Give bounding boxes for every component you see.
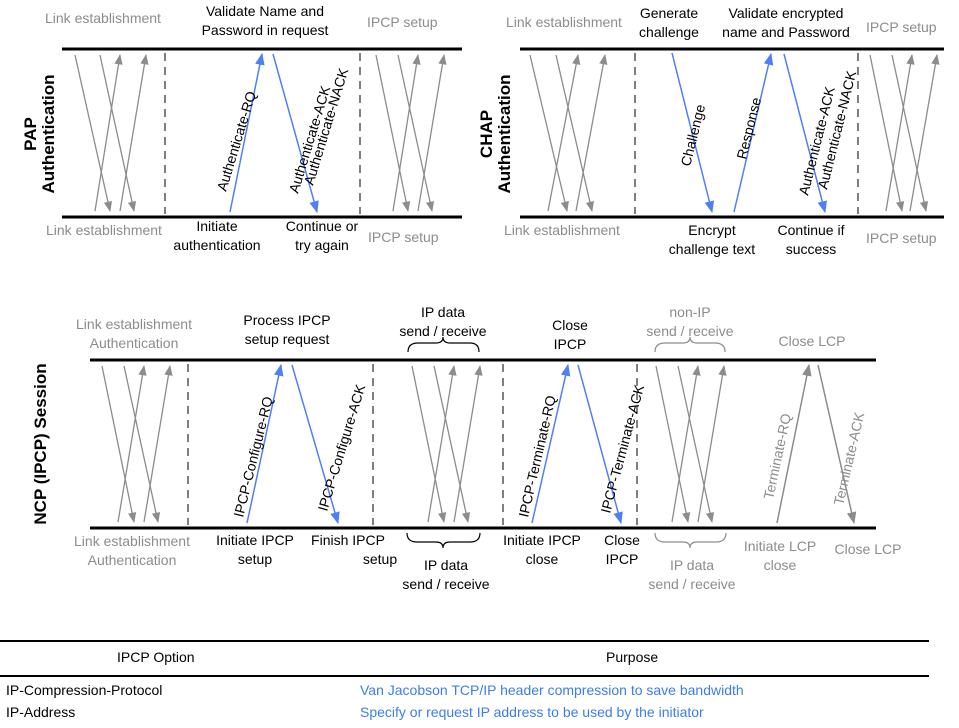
chap-challenge-arrow bbox=[671, 52, 715, 214]
table-cell-option: IP-Address bbox=[6, 704, 76, 720]
chap-section: Challenge Response Authenticate-ACK Auth… bbox=[477, 5, 944, 257]
ncp-bottom-ipdata2-line2: send / receive bbox=[648, 576, 735, 592]
table-row: IP-Compression-Protocol Van Jacobson TCP… bbox=[6, 682, 946, 702]
ncp-bottom-ipdata-line2: send / receive bbox=[402, 576, 489, 592]
pap-ipcp-arrows bbox=[375, 53, 447, 213]
ncp-configure-ack-arrow bbox=[291, 364, 340, 525]
ncp-top-nonip-line1: non-IP bbox=[669, 304, 710, 320]
chap-bottom-far-label: IPCP setup bbox=[866, 230, 937, 246]
ncp-lcp-terminate-rq-arrow bbox=[776, 363, 812, 524]
chap-ipcp-arrows bbox=[869, 53, 940, 213]
ncp-msg-lcp-terminate-ack: Terminate-ACK bbox=[830, 410, 867, 507]
ncp-msg-configure-ack: IPCP-Configure-ACK bbox=[315, 382, 369, 513]
ncp-top-closelcp: Close LCP bbox=[779, 333, 846, 349]
ncp-top-process-line2: setup request bbox=[245, 331, 330, 347]
ncp-top-close-line2: IPCP bbox=[554, 336, 587, 352]
table-cell-purpose: Van Jacobson TCP/IP header compression t… bbox=[360, 682, 744, 698]
ncp-bottom-link-line1: Link establishment bbox=[74, 533, 190, 549]
pap-bottom-far-label: IPCP setup bbox=[368, 229, 439, 245]
pap-top-left-label: Link establishment bbox=[45, 10, 161, 26]
ncp-bottom-ipdata-brace bbox=[406, 532, 481, 549]
ncp-lcp-terminate-ack-arrow bbox=[817, 364, 857, 525]
ncp-top-ipdata-line2: send / receive bbox=[399, 323, 486, 339]
ncp-bottom-init-line2: setup bbox=[238, 551, 272, 567]
ppp-diagram: Authenticate-RQ Authenticate-ACK Authent… bbox=[21, 3, 944, 592]
table-header-purpose: Purpose bbox=[606, 649, 659, 665]
ncp-terminate-rq-arrow bbox=[531, 363, 571, 524]
chap-top-left-label: Link establishment bbox=[506, 14, 622, 30]
pap-link-arrows bbox=[74, 53, 149, 213]
table-top-rule bbox=[0, 640, 929, 642]
pap-bottom-mid-line1: Initiate bbox=[196, 218, 237, 234]
ncp-nonip-arrows bbox=[655, 364, 727, 524]
ncp-section: NCP (IPCP) Session IPCP-Configure-RQ IPC… bbox=[31, 304, 901, 592]
pap-bottom-right-line1: Continue or bbox=[286, 218, 359, 234]
chap-msg-challenge: Challenge bbox=[677, 102, 708, 167]
chap-bottom-cont-line1: Continue if bbox=[778, 222, 845, 238]
ncp-bottom-init-line1: Initiate IPCP bbox=[216, 532, 294, 548]
chap-top-val-line1: Validate encrypted bbox=[729, 5, 844, 21]
ncp-top-process-line1: Process IPCP bbox=[243, 312, 330, 328]
chap-bottom-left-label: Link establishment bbox=[504, 222, 620, 238]
ncp-terminate-ack-arrow bbox=[577, 364, 623, 525]
chap-top-val-line2: name and Password bbox=[722, 24, 850, 40]
pap-top-right-label: IPCP setup bbox=[367, 14, 438, 30]
ncp-bottom-ipdata2-line1: IP data bbox=[670, 557, 714, 573]
pap-top-mid-line2: Password in request bbox=[202, 22, 329, 38]
chap-top-gen-line1: Generate bbox=[640, 5, 699, 21]
ncp-bottom-initclose-line1: Initiate IPCP bbox=[503, 532, 581, 548]
pap-title-line2: Authentication bbox=[39, 75, 58, 194]
ncp-top-link-line1: Link establishment bbox=[76, 316, 192, 332]
ncp-top-nonip-line2: send / receive bbox=[646, 323, 733, 339]
table-header-rule bbox=[0, 675, 929, 677]
chap-title-line2: Authentication bbox=[495, 75, 514, 194]
pap-top-mid-line1: Validate Name and bbox=[206, 3, 324, 19]
chap-msg-response: Response bbox=[733, 95, 764, 160]
ncp-bottom-initlcp-line2: close bbox=[764, 557, 797, 573]
pap-bottom-right-line2: try again bbox=[295, 237, 349, 253]
ncp-bottom-close-line2: IPCP bbox=[606, 551, 639, 567]
ncp-top-ipdata-line1: IP data bbox=[421, 304, 465, 320]
table-header-option: IPCP Option bbox=[117, 649, 195, 665]
pap-section: Authenticate-RQ Authenticate-ACK Authent… bbox=[21, 3, 462, 253]
ncp-title: NCP (IPCP) Session bbox=[31, 363, 50, 524]
ncp-top-link-line2: Authentication bbox=[90, 335, 179, 351]
ncp-top-nonip-brace bbox=[654, 336, 726, 353]
ncp-msg-lcp-terminate-rq: Terminate-RQ bbox=[760, 412, 794, 501]
ncp-bottom-finish-line1: Finish IPCP bbox=[311, 532, 385, 548]
table-cell-option: IP-Compression-Protocol bbox=[6, 682, 163, 698]
table-row: IP-Address Specify or request IP address… bbox=[6, 704, 946, 724]
chap-bottom-cont-line2: success bbox=[786, 241, 837, 257]
chap-bottom-enc-line1: Encrypt bbox=[688, 222, 736, 238]
ncp-msg-terminate-ack: IPCP-Terminate-ACK bbox=[597, 382, 647, 515]
chap-link-arrows bbox=[529, 53, 608, 213]
chap-bottom-enc-line2: challenge text bbox=[669, 241, 756, 257]
ncp-bottom-finish-line2: setup bbox=[363, 551, 397, 567]
pap-title-line1: PAP bbox=[21, 117, 40, 151]
chap-response-arrow bbox=[733, 52, 774, 213]
ncp-bottom-link-line2: Authentication bbox=[88, 552, 177, 568]
chap-top-gen-line2: challenge bbox=[639, 24, 699, 40]
chap-auth-ack-arrow bbox=[783, 53, 827, 214]
ncp-bottom-closelcp: Close LCP bbox=[835, 541, 902, 557]
chap-title-line1: CHAP bbox=[477, 110, 496, 158]
ncp-top-ipdata-brace bbox=[407, 336, 480, 353]
ncp-bottom-close-line1: Close bbox=[604, 532, 640, 548]
ncp-configure-rq-arrow bbox=[246, 363, 284, 524]
pap-bottom-mid-line2: authentication bbox=[173, 237, 260, 253]
ncp-top-close-line1: Close bbox=[552, 317, 588, 333]
ncp-ipdata-arrows bbox=[411, 364, 483, 524]
pap-auth-ack-arrow bbox=[272, 53, 319, 214]
pap-auth-rq-arrow bbox=[229, 52, 265, 213]
pap-bottom-left-label: Link establishment bbox=[46, 222, 162, 238]
ncp-bottom-initlcp-line1: Initiate LCP bbox=[744, 538, 816, 554]
chap-top-right-label: IPCP setup bbox=[866, 19, 937, 35]
ncp-link-arrows bbox=[101, 364, 173, 524]
table-cell-purpose: Specify or request IP address to be used… bbox=[360, 704, 704, 720]
ncp-bottom-nonip-brace bbox=[654, 532, 727, 549]
ncp-bottom-ipdata-line1: IP data bbox=[424, 557, 468, 573]
ncp-bottom-initclose-line2: close bbox=[526, 551, 559, 567]
ncp-msg-configure-rq: IPCP-Configure-RQ bbox=[230, 395, 275, 519]
